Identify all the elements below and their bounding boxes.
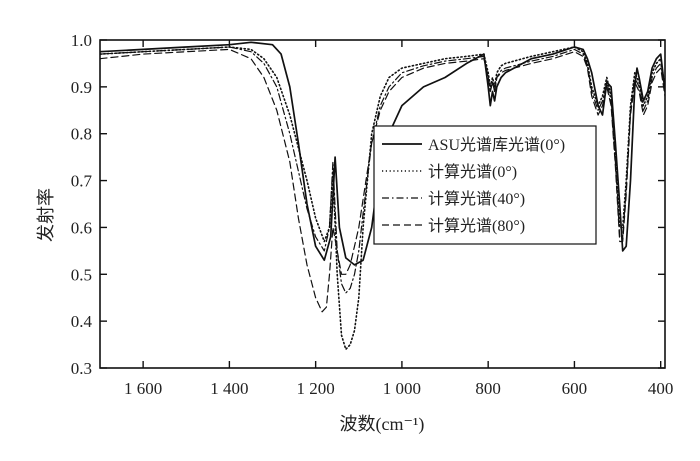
y-tick-label: 0.9 — [71, 78, 92, 97]
series-line-4 — [100, 48, 665, 313]
y-tick-label: 1.0 — [71, 31, 92, 50]
y-tick-label: 0.6 — [71, 218, 92, 237]
plot-frame — [99, 39, 666, 369]
series-line-1 — [100, 41, 665, 266]
y-tick-label: 0.8 — [71, 125, 92, 144]
x-tick-label: 1 000 — [383, 379, 421, 398]
x-tick-label: 400 — [648, 379, 674, 398]
y-tick-label: 0.3 — [71, 359, 92, 378]
series-layer — [100, 41, 665, 351]
legend: ASU光谱库光谱(0°) 计算光谱(0°) 计算光谱(40°) 计算光谱(80°) — [373, 125, 597, 245]
tick-layer: 0.3 0.4 0.5 0.6 0.7 0.8 0.9 1.0 1 600 1 400 1 200 1… — [71, 31, 674, 398]
series-line-2 — [100, 46, 665, 351]
legend-label-3: 计算光谱(40°) — [428, 189, 525, 208]
legend-label-2: 计算光谱(0°) — [428, 162, 517, 181]
x-tick-label: 800 — [475, 379, 501, 398]
y-axis-title: 发射率 — [36, 188, 56, 242]
legend-box — [373, 125, 597, 245]
x-tick-label: 1 600 — [124, 379, 162, 398]
x-axis-title: 波数(cm⁻¹) — [340, 414, 425, 435]
legend-label-4: 计算光谱(80°) — [428, 216, 525, 235]
y-tick-label: 0.4 — [71, 312, 93, 331]
y-tick-label: 0.7 — [71, 172, 93, 191]
x-tick-label: 600 — [562, 379, 588, 398]
plot-area — [99, 39, 666, 369]
legend-label-1: ASU光谱库光谱(0°) — [428, 136, 565, 154]
series-line-3 — [100, 46, 665, 294]
x-tick-label: 1 400 — [210, 379, 248, 398]
y-tick-label: 0.5 — [71, 265, 92, 284]
x-tick-label: 1 200 — [297, 379, 335, 398]
